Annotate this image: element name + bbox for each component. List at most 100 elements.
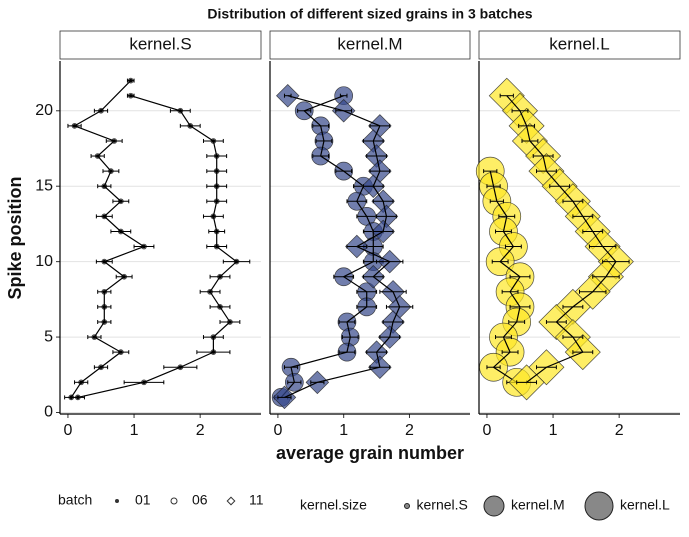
point-center	[142, 380, 146, 384]
error-bar	[362, 274, 384, 279]
error-bar	[385, 304, 414, 309]
error-bar	[588, 244, 617, 249]
error-bar	[312, 154, 330, 159]
error-bar	[372, 199, 394, 204]
point-center	[211, 335, 215, 339]
y-tick-label: 20	[35, 102, 53, 119]
point-center	[188, 124, 192, 128]
error-bar	[341, 335, 359, 340]
point-center	[142, 244, 146, 249]
point-center	[102, 260, 106, 264]
error-bar	[283, 365, 299, 370]
x-tick-label: 1	[549, 422, 558, 439]
error-bar	[376, 214, 397, 219]
legend-label: 01	[135, 492, 151, 508]
point-center	[92, 335, 96, 339]
point-center	[228, 320, 232, 324]
point-center	[215, 229, 219, 234]
point-center	[96, 154, 100, 158]
series-line	[70, 80, 146, 398]
error-bar	[379, 335, 401, 340]
error-bar	[592, 274, 620, 279]
error-bar	[582, 229, 604, 234]
error-bar	[335, 108, 353, 113]
error-bar	[346, 244, 368, 249]
y-tick-label: 0	[44, 404, 53, 421]
point-center	[178, 109, 182, 113]
x-tick-label: 1	[339, 422, 348, 439]
error-bar	[366, 154, 387, 159]
error-bar	[310, 380, 325, 385]
error-bar	[287, 380, 302, 385]
point-center	[76, 395, 80, 400]
error-bar	[338, 350, 356, 355]
chart-title: Distribution of different sized grains i…	[207, 6, 532, 22]
y-tick-label: 10	[35, 253, 53, 270]
x-tick-label: 0	[273, 422, 282, 439]
y-tick-label: 5	[44, 328, 53, 345]
point-center	[99, 109, 103, 113]
error-bar	[562, 304, 584, 309]
error-bar	[372, 229, 394, 234]
error-bar	[498, 214, 516, 219]
legend-symbol	[483, 495, 505, 517]
point-center	[215, 244, 219, 249]
error-bar	[572, 350, 594, 355]
strip-label: kernel.L	[549, 34, 609, 53]
error-bar	[501, 289, 519, 294]
error-bar	[518, 123, 536, 128]
error-bar	[315, 138, 333, 143]
error-bar	[486, 365, 501, 370]
point-center	[102, 290, 106, 294]
point-center	[102, 184, 106, 188]
error-bar	[562, 199, 584, 204]
legend-title: kernel.size	[300, 497, 367, 513]
error-bar	[509, 274, 531, 279]
error-bar	[379, 289, 407, 294]
error-bar	[312, 123, 330, 128]
legend-label: kernel.M	[511, 497, 565, 513]
legend-title: batch	[58, 492, 92, 508]
error-bar	[486, 184, 501, 189]
point-center	[215, 154, 219, 158]
error-bar	[504, 244, 522, 249]
error-bar	[562, 335, 584, 340]
error-bar	[369, 169, 391, 174]
error-bar	[545, 319, 567, 324]
error-bar	[277, 395, 292, 400]
error-bar	[283, 93, 292, 98]
strip	[478, 30, 681, 60]
x-tick-label: 0	[63, 422, 72, 439]
point-center	[102, 214, 106, 218]
strip-label: kernel.M	[337, 34, 402, 53]
point-center	[211, 139, 215, 143]
error-bar	[366, 350, 387, 355]
strip	[59, 30, 262, 60]
point-center	[109, 169, 113, 173]
x-tick-label: 2	[405, 422, 414, 439]
legend-symbol	[404, 503, 410, 509]
point-center	[102, 305, 106, 309]
point-center	[208, 290, 212, 294]
error-bar	[509, 304, 531, 309]
error-bar	[356, 304, 378, 309]
error-bar	[335, 169, 353, 174]
error-bar	[356, 289, 378, 294]
error-bar	[521, 138, 539, 143]
point-center	[102, 320, 106, 324]
x-tick-label: 0	[482, 422, 491, 439]
error-bar	[333, 274, 355, 279]
point-center	[211, 350, 215, 354]
error-bar	[362, 138, 384, 143]
y-axis-label: Spike position	[5, 176, 25, 299]
error-bar	[369, 365, 391, 370]
point-center	[211, 214, 215, 218]
error-bar	[579, 289, 607, 294]
legend-label: 06	[192, 492, 208, 508]
legend-symbol	[226, 496, 236, 506]
point-center	[122, 275, 126, 279]
point-center	[72, 124, 77, 128]
error-bar	[508, 319, 526, 324]
error-bar	[382, 319, 404, 324]
